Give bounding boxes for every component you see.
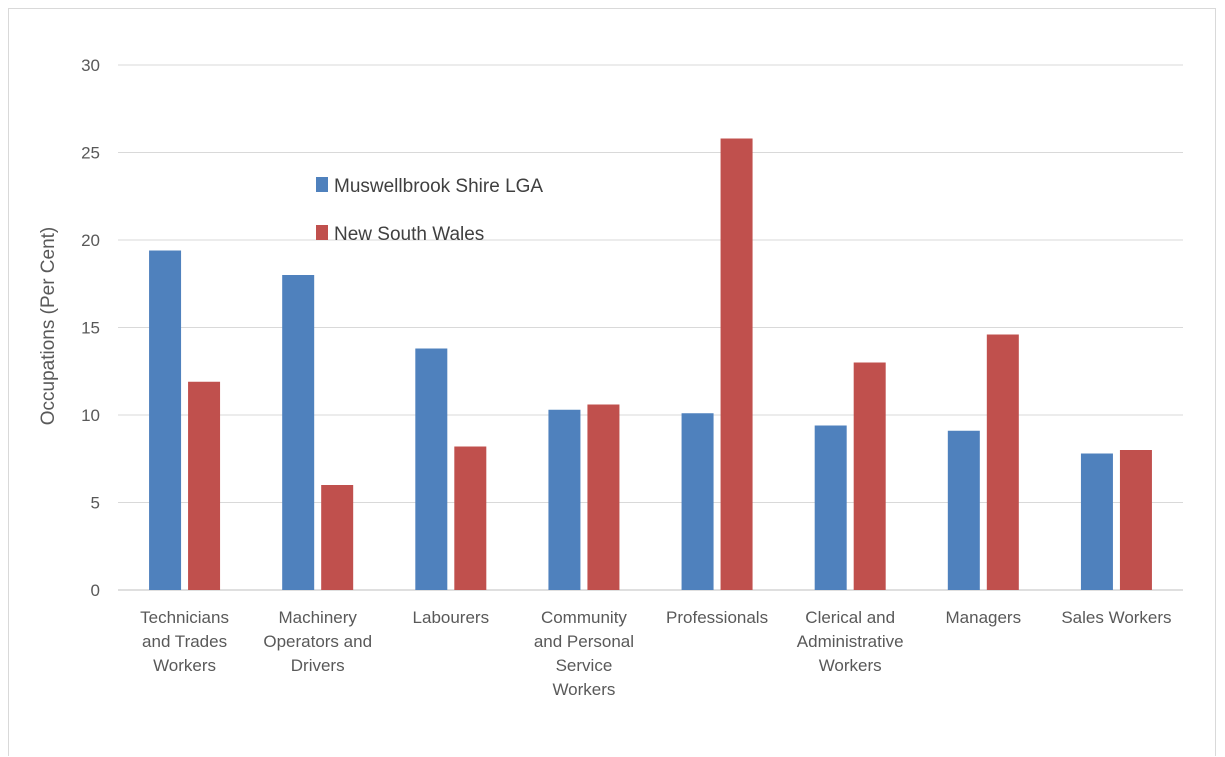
bar-muswellbrook-1 (282, 275, 315, 590)
x-tick-label: Sales Workers (1061, 608, 1171, 627)
legend-swatch-muswellbrook (316, 177, 328, 192)
bar-muswellbrook-0 (149, 250, 182, 590)
x-tick-label: Labourers (413, 608, 490, 627)
bar-muswellbrook-6 (947, 430, 980, 590)
bar-muswellbrook-5 (814, 425, 847, 590)
bar-nsw-6 (986, 334, 1019, 590)
y-tick-label: 20 (81, 231, 100, 250)
legend-swatch-nsw (316, 225, 328, 240)
x-tick-label: Technicians and Trades Workers (140, 608, 229, 675)
legend-label-nsw: New South Wales (334, 224, 484, 245)
y-tick-label: 0 (91, 581, 100, 600)
x-axis-category-labels: Technicians and Trades Workers Machinery Ope… (140, 608, 1171, 699)
x-tick-label: Community and Personal Service Workers (534, 608, 634, 699)
bar-nsw-1 (321, 485, 354, 590)
y-tick-label: 15 (81, 319, 100, 338)
gridlines (118, 64, 1183, 591)
legend: Muswellbrook Shire LGA New South Wales (316, 176, 543, 245)
y-tick-label: 5 (91, 494, 100, 513)
bar-nsw-2 (454, 446, 487, 590)
y-axis-label: Occupations (Per Cent) (38, 227, 59, 426)
bar-muswellbrook-7 (1080, 453, 1113, 590)
bar-muswellbrook-2 (415, 348, 448, 590)
legend-label-muswellbrook: Muswellbrook Shire LGA (334, 176, 543, 197)
bars (149, 138, 1152, 590)
x-tick-label: Machinery Operators and Drivers (263, 608, 372, 675)
x-tick-label: Professionals (666, 608, 768, 627)
bar-nsw-5 (853, 362, 886, 590)
x-tick-label: Clerical and Administrative Workers (797, 608, 904, 675)
bar-nsw-7 (1119, 450, 1152, 590)
y-tick-label: 10 (81, 406, 100, 425)
y-tick-label: 25 (81, 144, 100, 163)
bar-nsw-0 (188, 381, 221, 590)
x-tick-label: Managers (946, 608, 1022, 627)
y-axis-ticks: 0 5 10 15 20 25 30 (81, 56, 100, 600)
bar-nsw-4 (720, 138, 753, 590)
y-tick-label: 30 (81, 56, 100, 75)
bar-muswellbrook-3 (548, 409, 581, 590)
bar-muswellbrook-4 (681, 413, 714, 590)
bar-nsw-3 (587, 404, 620, 590)
